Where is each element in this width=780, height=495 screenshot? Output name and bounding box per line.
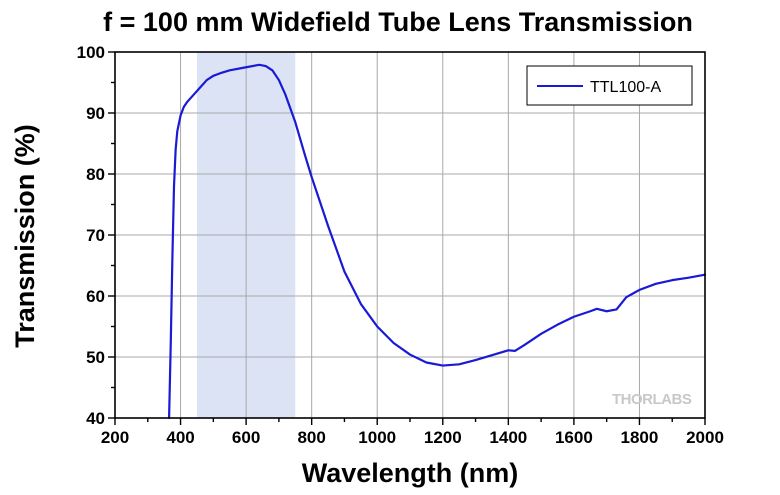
y-tick-label: 80 [86, 165, 105, 184]
y-tick-label: 70 [86, 226, 105, 245]
x-tick-label: 1800 [621, 428, 659, 447]
x-tick-label: 200 [101, 428, 129, 447]
series-line-ttl100-a [167, 63, 707, 420]
chart-title: f = 100 mm Widefield Tube Lens Transmiss… [103, 7, 693, 37]
x-tick-label: 800 [297, 428, 325, 447]
tick-label-layer: 200 400 600 800 1000 1200 1400 1600 1800 2000 40 50… [77, 43, 724, 447]
y-tick-label: 50 [86, 348, 105, 367]
x-axis-title: Wavelength (nm) [302, 458, 519, 488]
x-tick-label: 1200 [424, 428, 462, 447]
legend: TTL100-A [526, 65, 693, 106]
series-layer [167, 63, 707, 420]
grid-layer [115, 52, 705, 418]
y-tick-label: 100 [77, 43, 105, 62]
tick-layer [108, 51, 706, 425]
y-tick-label: 60 [86, 287, 105, 306]
x-tick-label: 1600 [555, 428, 593, 447]
x-tick-label: 1400 [489, 428, 527, 447]
x-tick-label: 600 [232, 428, 260, 447]
y-tick-label: 40 [86, 409, 105, 428]
x-tick-label: 400 [166, 428, 194, 447]
x-tick-label: 1000 [358, 428, 396, 447]
y-tick-label: 90 [86, 104, 105, 123]
thorlabs-watermark: THORLABS [612, 391, 692, 408]
legend-entry-ttl100-a: TTL100-A [590, 79, 661, 96]
x-tick-label: 2000 [686, 428, 724, 447]
y-axis-title: Transmission (%) [10, 124, 40, 348]
